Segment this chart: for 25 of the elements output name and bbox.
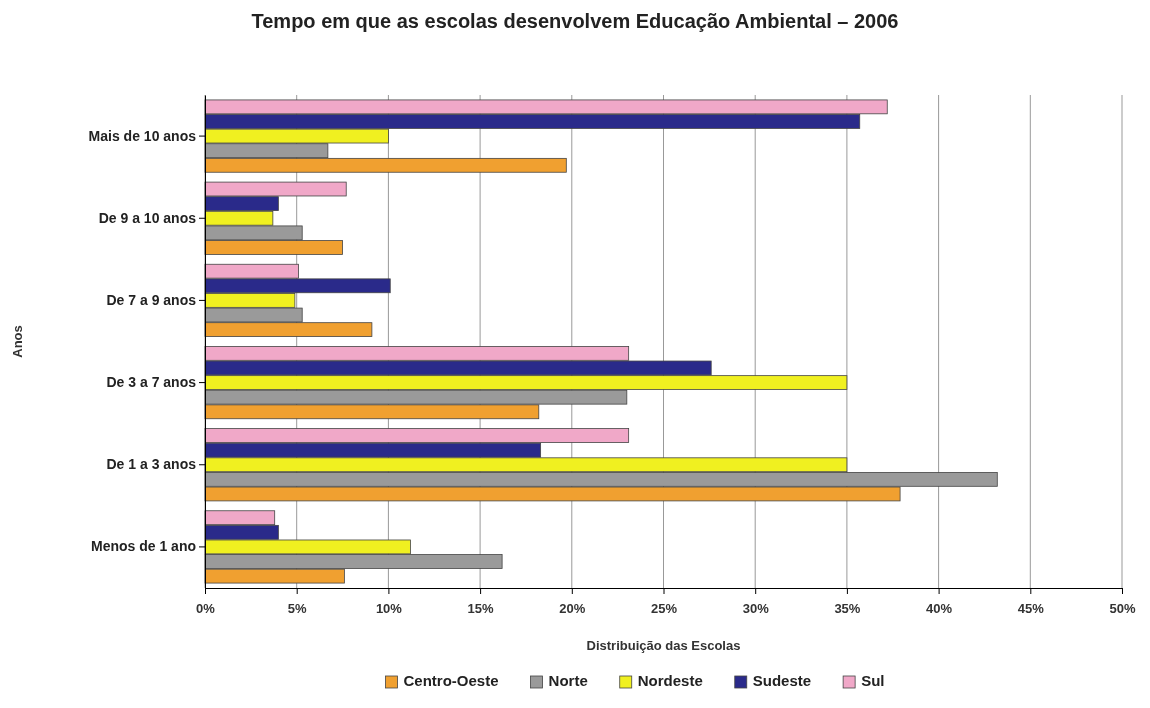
x-tick-label: 25% <box>650 600 678 616</box>
x-tick-label: 20% <box>559 600 586 616</box>
x-axis-title: Distribuição das Escolas <box>586 638 741 653</box>
y-tick-label: De 9 a 10 anos <box>98 209 197 226</box>
x-tick-label: 50% <box>1109 600 1136 616</box>
x-tick-label: 45% <box>1017 600 1045 616</box>
y-tick-label: De 3 a 7 anos <box>106 374 197 391</box>
legend-label: Nordeste <box>637 672 703 689</box>
chart-title: Tempo em que as escolas desenvolvem Educação Ambiental – 2006 <box>251 10 899 32</box>
y-tick-label: Menos de 1 ano <box>90 538 196 555</box>
legend-label: Centro-Oeste <box>403 672 499 689</box>
x-tick-label: 30% <box>742 600 770 616</box>
y-tick-label: Mais de 10 anos <box>88 127 197 144</box>
x-tick-label: 15% <box>467 600 495 616</box>
x-tick-label: 5% <box>287 600 308 616</box>
x-tick-label: 35% <box>834 600 861 616</box>
x-tick-label: 40% <box>926 600 953 616</box>
y-axis-title: Anos <box>10 325 25 358</box>
legend-label: Sudeste <box>752 672 812 689</box>
legend-label: Sul <box>861 672 885 689</box>
x-tick-label: 10% <box>375 600 403 616</box>
y-tick-label: De 7 a 9 anos <box>106 291 197 308</box>
x-tick-label: 0% <box>196 600 216 616</box>
legend-label: Norte <box>548 672 588 689</box>
y-tick-label: De 1 a 3 anos <box>106 456 197 473</box>
